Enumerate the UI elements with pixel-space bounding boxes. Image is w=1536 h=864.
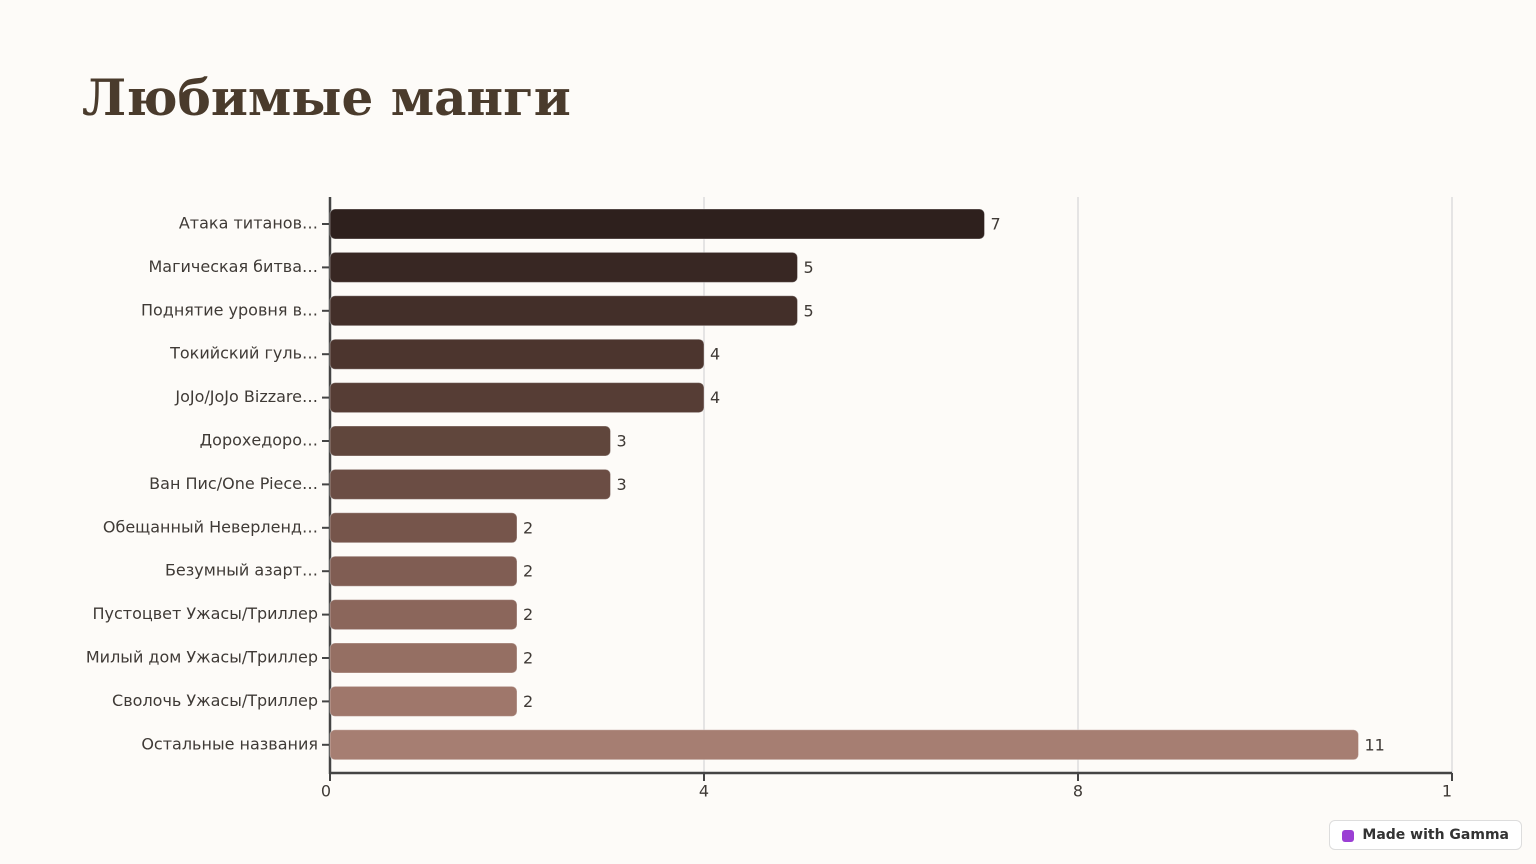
chart-title: Любимые манги	[82, 68, 571, 127]
bar	[329, 729, 1359, 761]
y-tick-label: Сволочь Ужасы/Триллер	[112, 691, 318, 710]
value-label: 4	[710, 345, 720, 364]
value-label: 5	[804, 258, 814, 277]
value-label: 2	[523, 605, 533, 624]
bar	[329, 295, 798, 327]
x-tick-label: 4	[699, 782, 709, 801]
y-tick-label: Магическая битва…	[148, 257, 318, 276]
y-tick-label: Милый дом Ужасы/Триллер	[86, 648, 318, 667]
y-tick-label: Пустоцвет Ужасы/Триллер	[92, 604, 318, 623]
value-label: 2	[523, 562, 533, 581]
y-tick-label: Поднятие уровня в…	[141, 300, 318, 319]
x-tick-label: 8	[1073, 782, 1083, 801]
value-label: 11	[1365, 735, 1385, 754]
y-tick-label: Токийский гуль…	[169, 344, 318, 363]
bar	[329, 425, 611, 457]
y-tick-label: Безумный азарт…	[165, 561, 318, 580]
value-label: 4	[710, 388, 720, 407]
bar	[329, 512, 518, 544]
value-label: 3	[617, 475, 627, 494]
bar	[329, 382, 705, 414]
value-label: 2	[523, 692, 533, 711]
bar	[329, 468, 611, 500]
x-tick-label: 1	[1442, 782, 1452, 801]
bar	[329, 208, 985, 240]
y-tick-label: Обещанный Неверленд…	[103, 517, 318, 536]
y-tick-label: Атака титанов…	[179, 214, 318, 233]
bar	[329, 599, 518, 631]
y-tick-label: Остальные названия	[141, 734, 318, 753]
y-tick-label: JoJo/JoJo Bizzare…	[174, 387, 318, 406]
bar	[329, 555, 518, 587]
made-with-gamma-badge[interactable]: Made with Gamma	[1329, 820, 1522, 850]
bar	[329, 338, 705, 370]
bar	[329, 685, 518, 717]
bar	[329, 642, 518, 674]
x-tick-label: 0	[321, 782, 331, 801]
value-label: 2	[523, 518, 533, 537]
value-label: 3	[617, 432, 627, 451]
y-tick-label: Дорохедоро…	[200, 431, 318, 450]
value-label: 2	[523, 649, 533, 668]
y-tick-label: Ван Пис/One Piece…	[149, 474, 318, 493]
value-label: 7	[991, 215, 1001, 234]
bar	[329, 251, 798, 283]
value-label: 5	[804, 301, 814, 320]
